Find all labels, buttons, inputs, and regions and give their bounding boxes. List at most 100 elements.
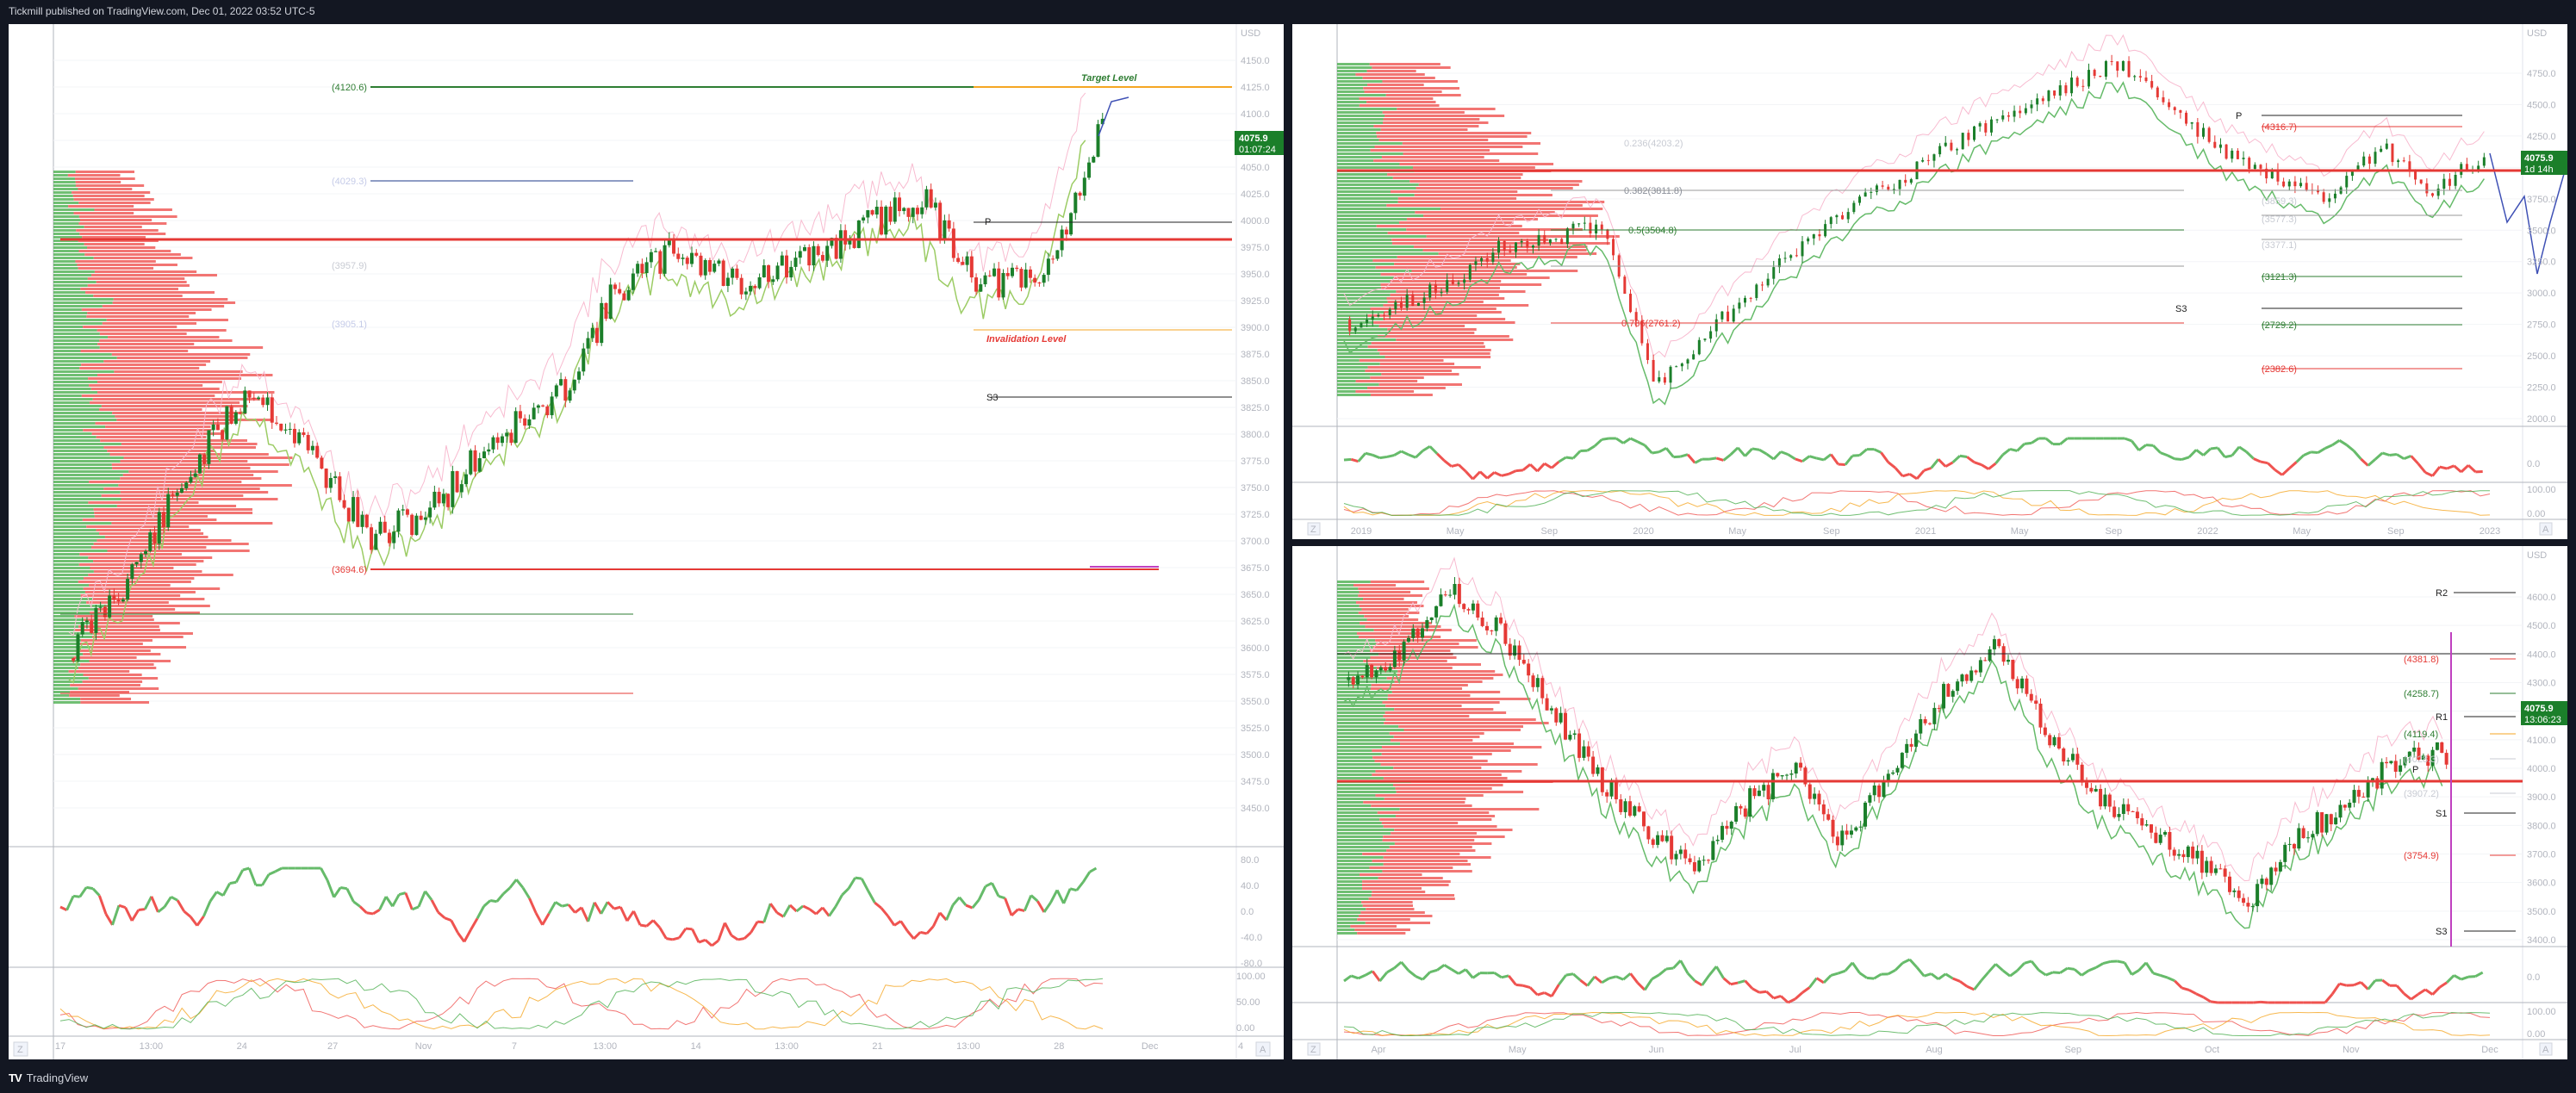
oscillator-line <box>489 899 497 904</box>
volume-profile-bar <box>1337 594 1359 597</box>
daily-chart-canvas[interactable]: 4600.04500.04400.04300.04200.04100.04000… <box>1292 546 2567 1059</box>
volume-profile-bar <box>53 698 81 700</box>
weekly-candle <box>1366 319 1369 324</box>
oscillator-line <box>1838 463 1845 467</box>
volume-profile-bar <box>84 591 196 593</box>
main-chart-panel[interactable]: 4150.04125.04100.04075.04050.04025.04000… <box>9 24 1284 1059</box>
oscillator-line <box>1062 888 1072 904</box>
daily-zoom-button[interactable]: Z <box>1310 1045 1316 1055</box>
main-candle <box>328 477 333 488</box>
oscillator-line <box>1981 463 1989 470</box>
volume-profile-bar <box>106 319 228 321</box>
weekly-candle <box>1629 294 1632 313</box>
oscillator-line <box>1637 440 1646 447</box>
volume-profile-bar <box>1391 691 1501 693</box>
volume-profile-bar <box>80 639 152 642</box>
volume-profile-bar <box>53 243 84 245</box>
weekly-zoom-button[interactable]: Z <box>1310 525 1316 535</box>
daily-candle <box>2056 736 2061 748</box>
volume-profile-bar <box>73 656 137 659</box>
volume-profile-bar <box>53 649 77 652</box>
weekly-candle <box>2287 181 2291 187</box>
daily-candle <box>1448 594 1453 596</box>
x-axis-tick: Jun <box>1649 1045 1664 1055</box>
oscillator-line <box>1465 470 1474 481</box>
volume-profile-bar <box>1391 739 1473 742</box>
volume-profile-bar <box>1337 125 1374 127</box>
volume-profile-bar <box>1397 670 1496 673</box>
volume-profile-bar <box>1337 190 1391 193</box>
oscillator-line <box>1493 471 1503 477</box>
volume-profile-bar <box>53 488 104 490</box>
oscillator-line <box>1701 974 1711 986</box>
volume-profile-bar <box>105 425 211 428</box>
oscillator-line <box>326 879 336 898</box>
weekly-chart-panel[interactable]: 4750.04500.04250.04000.03750.03500.03250… <box>1292 24 2567 539</box>
volume-profile-bar <box>1337 325 1379 327</box>
volume-profile-bar <box>1385 718 1536 721</box>
main-candle <box>370 527 374 550</box>
oscillator-line <box>991 882 1000 897</box>
main-candle <box>1092 157 1096 163</box>
weekly-candle <box>1658 377 1661 382</box>
oscillator-line <box>2216 447 2226 458</box>
volume-profile-bar <box>80 594 181 597</box>
oscillator-line <box>2353 981 2361 987</box>
oscillator-line <box>932 912 942 928</box>
oscillator-line <box>2324 993 2334 1003</box>
daily-candle <box>2361 796 2366 798</box>
volume-profile-bar <box>121 443 258 445</box>
volume-profile-bar <box>76 229 159 232</box>
volume-profile-bar <box>96 281 187 283</box>
oscillator-line <box>1343 457 1352 462</box>
oscillator-line <box>2253 457 2262 463</box>
oscillator-line <box>691 928 700 943</box>
volume-profile-bar <box>1387 232 1520 234</box>
oscillator-line <box>1794 991 1803 1000</box>
volume-profile-bar <box>1337 263 1395 265</box>
volume-profile-bar <box>53 260 76 263</box>
weekly-candle <box>1744 297 1746 303</box>
volume-profile-bar <box>53 512 95 514</box>
volume-profile-bar <box>1378 139 1489 141</box>
main-candle <box>943 220 947 241</box>
volume-profile-bar <box>1337 808 1400 810</box>
oscillator-line <box>1365 451 1373 456</box>
oscillator-line <box>795 904 805 913</box>
oscillator-line <box>704 939 713 947</box>
daily-candle <box>1521 660 1526 664</box>
volume-profile-bar <box>53 574 89 576</box>
weekly-auto-scale-button[interactable]: A <box>2542 525 2549 535</box>
main-candle <box>513 411 518 444</box>
volume-profile-bar <box>1337 183 1419 186</box>
daily-auto-scale-button[interactable]: A <box>2542 1045 2549 1055</box>
weekly-candle <box>1749 297 1752 299</box>
weekly-candle <box>1675 366 1678 368</box>
weekly-candle <box>2110 60 2113 62</box>
oscillator-line <box>2245 450 2255 460</box>
main-candle <box>1015 267 1019 270</box>
volume-profile-bar <box>53 539 97 542</box>
weekly-candle <box>1720 311 1724 320</box>
weekly-chart-canvas[interactable]: 4750.04500.04250.04000.03750.03500.03250… <box>1292 24 2567 539</box>
oscillator-line <box>1851 961 1861 974</box>
weekly-candle <box>1950 142 1953 151</box>
volume-profile-bar <box>88 677 159 680</box>
volume-profile-bar <box>53 339 100 342</box>
weekly-candle <box>1989 119 1993 133</box>
weekly-candle <box>1846 212 1850 220</box>
tradingview-logo[interactable]: TV TradingView <box>9 1071 88 1084</box>
main-chart-canvas[interactable]: 4150.04125.04100.04075.04050.04025.04000… <box>9 24 1284 1059</box>
weekly-candle <box>2064 85 2068 94</box>
volume-profile-bar <box>78 250 171 252</box>
main-candle <box>830 238 834 246</box>
daily-chart-panel[interactable]: 4600.04500.04400.04300.04200.04100.04000… <box>1292 546 2567 1059</box>
daily-candle <box>1974 670 1978 673</box>
y-axis-tick: 0.0 <box>1241 907 1254 917</box>
oscillator-line <box>1772 450 1783 461</box>
main-candle <box>649 252 653 263</box>
volume-profile-bar <box>1440 208 1603 210</box>
volume-profile-bar <box>1337 581 1371 583</box>
auto-scale-button[interactable]: A <box>1260 1045 1266 1055</box>
zoom-button[interactable]: Z <box>17 1045 23 1055</box>
